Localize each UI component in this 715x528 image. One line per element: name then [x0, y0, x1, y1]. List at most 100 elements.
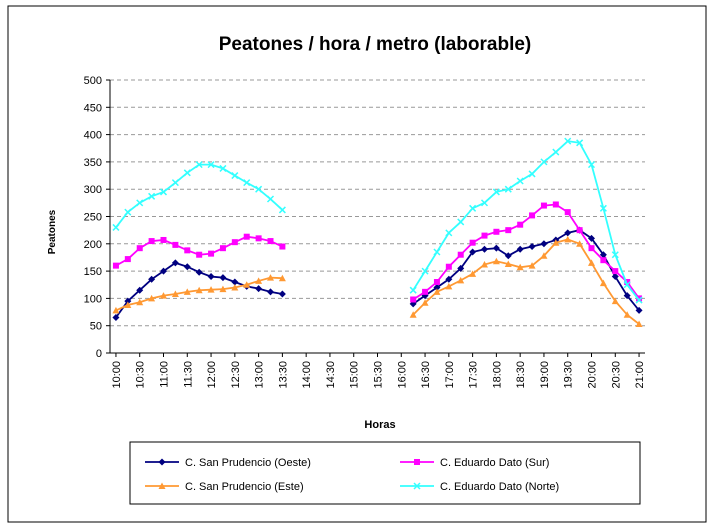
data-point: [612, 268, 619, 275]
data-point: [540, 158, 548, 166]
data-point: [576, 139, 584, 147]
data-point: [409, 286, 417, 294]
data-point: [564, 229, 572, 237]
chart-title: Peatones / hora / metro (laborable): [219, 34, 532, 55]
data-point: [469, 248, 477, 256]
data-point: [636, 295, 643, 302]
data-point: [492, 244, 500, 252]
data-point: [136, 286, 144, 294]
data-point: [457, 251, 464, 258]
data-point: [623, 281, 631, 289]
data-point: [516, 177, 524, 185]
data-point: [528, 243, 536, 251]
legend-marker: [158, 458, 166, 466]
data-point: [445, 282, 453, 290]
y-tick-label: 450: [84, 102, 102, 114]
data-point: [255, 235, 262, 242]
data-point: [480, 199, 489, 207]
data-point: [124, 301, 132, 308]
data-point: [600, 257, 607, 264]
y-tick-label: 350: [84, 157, 102, 169]
x-tick-label: 11:00: [159, 361, 171, 388]
legend-marker: [158, 482, 166, 489]
legend-label: C. Eduardo Dato (Sur): [440, 457, 549, 469]
data-point: [624, 279, 631, 286]
x-tick-label: 12:00: [206, 361, 218, 389]
data-point: [516, 245, 524, 253]
data-point: [410, 296, 417, 303]
y-axis-label: Peatones: [47, 209, 58, 254]
data-point: [457, 276, 465, 284]
data-point: [195, 268, 203, 276]
x-tick-label: 18:30: [515, 361, 527, 389]
data-point: [278, 274, 286, 282]
data-point: [231, 239, 238, 246]
x-tick-label: 14:00: [301, 361, 313, 389]
x-tick-label: 16:00: [396, 361, 408, 389]
data-point: [148, 294, 156, 302]
data-point: [278, 206, 286, 214]
data-point: [219, 245, 226, 252]
data-point: [517, 221, 524, 228]
x-tick-label: 21:00: [634, 361, 646, 389]
data-point: [148, 192, 156, 200]
data-point: [635, 320, 643, 328]
data-point: [611, 251, 619, 259]
x-tick-label: 20:30: [610, 361, 622, 389]
data-point: [564, 209, 571, 216]
data-point: [243, 179, 251, 187]
data-point: [611, 297, 619, 305]
data-point: [504, 260, 512, 268]
data-point: [516, 263, 524, 271]
data-point: [588, 259, 595, 266]
data-point: [112, 306, 120, 314]
data-point: [493, 228, 500, 235]
data-point: [136, 245, 143, 252]
y-tick-label: 50: [90, 321, 102, 333]
data-point: [196, 251, 203, 258]
x-tick-label: 10:30: [135, 361, 147, 389]
data-point: [445, 275, 453, 283]
data-point: [148, 238, 155, 245]
data-point: [195, 161, 203, 169]
data-point: [136, 298, 144, 306]
data-point: [540, 202, 547, 209]
data-point: [635, 296, 643, 304]
data-point: [469, 204, 477, 212]
data-point: [623, 311, 631, 318]
data-point: [183, 263, 191, 271]
data-point: [195, 286, 203, 294]
data-point: [171, 179, 179, 187]
data-point: [540, 240, 548, 248]
x-tick-label: 20:00: [587, 361, 599, 389]
data-point: [148, 275, 156, 283]
y-tick-label: 250: [84, 212, 102, 224]
data-point: [255, 277, 263, 284]
x-tick-label: 12:30: [230, 361, 242, 389]
legend-label: C. San Prudencio (Oeste): [185, 457, 311, 469]
data-point: [112, 314, 120, 322]
data-point: [160, 292, 167, 299]
data-point: [552, 201, 559, 208]
data-point: [278, 290, 286, 298]
data-point: [433, 248, 441, 256]
data-point: [433, 288, 441, 295]
x-tick-label: 19:00: [539, 361, 551, 389]
data-point: [599, 279, 607, 287]
data-point: [481, 245, 488, 253]
data-point: [504, 252, 512, 260]
data-point: [255, 285, 263, 293]
data-point: [492, 257, 500, 265]
data-point: [587, 161, 596, 169]
x-tick-label: 19:30: [563, 361, 575, 389]
data-point: [184, 247, 191, 254]
data-point: [207, 286, 215, 293]
data-point: [255, 185, 263, 193]
data-point: [445, 229, 453, 237]
y-tick-label: 0: [96, 348, 102, 360]
data-point: [243, 281, 251, 288]
data-point: [481, 232, 488, 239]
data-point: [457, 264, 465, 272]
data-point: [279, 243, 286, 250]
